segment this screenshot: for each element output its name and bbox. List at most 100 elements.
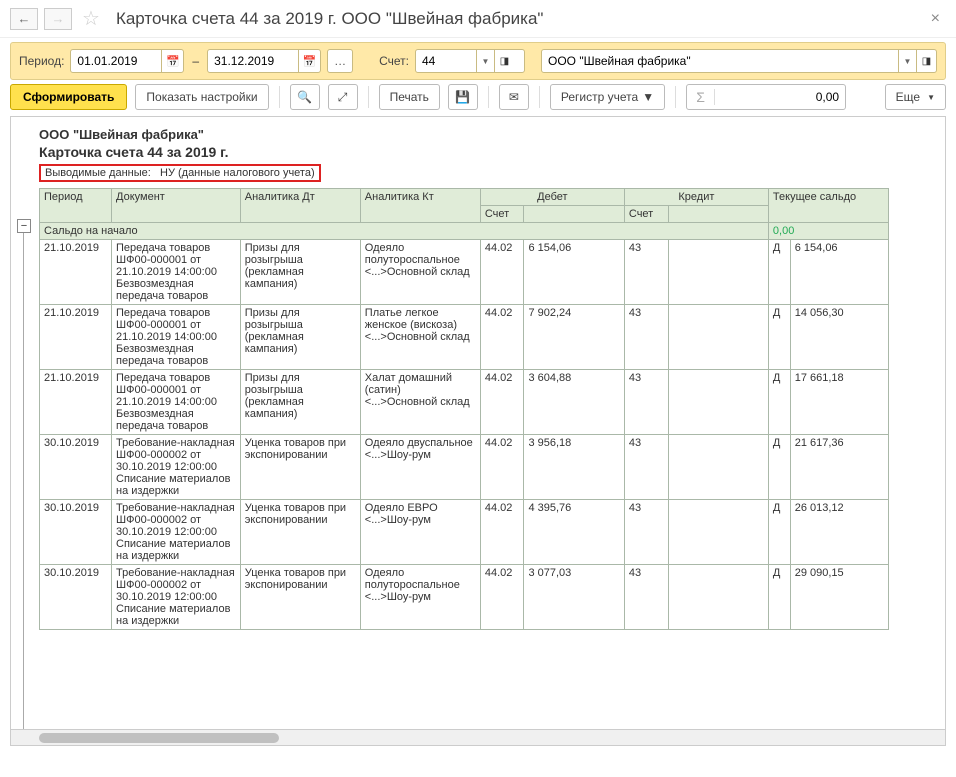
account-popup-button[interactable]: ◨ [494, 50, 514, 72]
cell-balance: 17 661,18 [790, 370, 888, 435]
cell-adt: Призы для розыгрыша (рекламная кампания) [240, 240, 360, 305]
chevron-down-icon: ▼ [642, 90, 654, 104]
report-org-name: ООО "Швейная фабрика" [39, 127, 945, 142]
expand-icon: ⤢ [338, 90, 348, 105]
cell-document: Передача товаров ШФ00-000001 от 21.10.20… [112, 240, 241, 305]
saldo-start-value: 0,00 [768, 223, 888, 240]
cell-adt: Призы для розыгрыша (рекламная кампания) [240, 370, 360, 435]
find-button[interactable]: 🔍 [290, 84, 320, 110]
cell-c-val [668, 305, 768, 370]
period-to: 📅 [207, 49, 321, 73]
cell-d-val: 3 956,18 [524, 435, 624, 500]
more-button[interactable]: Еще ▼ [885, 84, 946, 110]
org-input[interactable] [542, 54, 898, 68]
th-credit: Кредит [624, 189, 768, 206]
mail-icon: ✉ [509, 90, 519, 104]
th-d-empty [524, 206, 624, 223]
cell-d-val: 7 902,24 [524, 305, 624, 370]
cell-akt: Одеяло полутороспальное <...>Шоу-рум [360, 565, 480, 630]
cell-c-val [668, 370, 768, 435]
save-icon: 💾 [455, 90, 470, 104]
cell-balance: 21 617,36 [790, 435, 888, 500]
account-input[interactable] [416, 54, 476, 68]
cell-period: 21.10.2019 [40, 305, 112, 370]
th-d-acct: Счет [480, 206, 524, 223]
collapse-toggle[interactable]: − [17, 219, 31, 233]
cell-adt: Уценка товаров при экспонировании [240, 500, 360, 565]
table-row[interactable]: 30.10.2019Требование-накладная ШФ00-0000… [40, 500, 889, 565]
cell-c-acct: 43 [624, 565, 668, 630]
org-dropdown-icon[interactable]: ▼ [898, 50, 916, 72]
cell-balance: 6 154,06 [790, 240, 888, 305]
back-button[interactable]: ← [10, 8, 38, 30]
register-button[interactable]: Регистр учета ▼ [550, 84, 665, 110]
report-table: Период Документ Аналитика Дт Аналитика К… [39, 188, 889, 630]
period-from-input[interactable] [71, 54, 161, 68]
period-label: Период: [19, 54, 64, 68]
dash: – [192, 54, 199, 68]
cell-period: 21.10.2019 [40, 370, 112, 435]
output-label: Выводимые данные: [45, 167, 151, 179]
output-data-highlight: Выводимые данные: НУ (данные налогового … [39, 164, 321, 182]
cell-dc: Д [768, 565, 790, 630]
table-row[interactable]: 21.10.2019Передача товаров ШФ00-000001 о… [40, 240, 889, 305]
cell-c-acct: 43 [624, 500, 668, 565]
cell-period: 30.10.2019 [40, 435, 112, 500]
divider [675, 86, 676, 108]
table-row[interactable]: 30.10.2019Требование-накладная ШФ00-0000… [40, 435, 889, 500]
show-settings-button[interactable]: Показать настройки [135, 84, 268, 110]
th-debit: Дебет [480, 189, 624, 206]
cell-document: Требование-накладная ШФ00-000002 от 30.1… [112, 435, 241, 500]
cell-d-val: 6 154,06 [524, 240, 624, 305]
cell-d-val: 3 077,03 [524, 565, 624, 630]
cell-dc: Д [768, 240, 790, 305]
more-label: Еще [896, 90, 920, 104]
chevron-down-icon: ▼ [927, 93, 935, 102]
cell-period: 30.10.2019 [40, 500, 112, 565]
register-label: Регистр учета [561, 90, 638, 104]
th-akt: Аналитика Кт [360, 189, 480, 223]
expand-button[interactable]: ⤢ [328, 84, 358, 110]
report-content: − ООО "Швейная фабрика" Карточка счета 4… [11, 117, 945, 630]
cell-balance: 29 090,15 [790, 565, 888, 630]
favorite-star-icon[interactable]: ☆ [82, 6, 100, 31]
form-button[interactable]: Сформировать [10, 84, 127, 110]
table-row[interactable]: 21.10.2019Передача товаров ШФ00-000001 о… [40, 305, 889, 370]
scrollbar-thumb[interactable] [39, 733, 279, 743]
cell-dc: Д [768, 500, 790, 565]
calendar-from-icon[interactable]: 📅 [161, 50, 183, 72]
print-button[interactable]: Печать [379, 84, 440, 110]
th-c-empty [668, 206, 768, 223]
cell-c-val [668, 500, 768, 565]
horizontal-scrollbar[interactable] [11, 729, 945, 745]
cell-c-acct: 43 [624, 435, 668, 500]
account-label: Счет: [379, 54, 409, 68]
save-button[interactable]: 💾 [448, 84, 478, 110]
calendar-to-icon[interactable]: 📅 [298, 50, 320, 72]
search-icon: 🔍 [297, 90, 312, 104]
th-c-acct: Счет [624, 206, 668, 223]
cell-adt: Уценка товаров при экспонировании [240, 565, 360, 630]
th-adt: Аналитика Дт [240, 189, 360, 223]
cell-d-acct: 44.02 [480, 565, 524, 630]
cell-adt: Призы для розыгрыша (рекламная кампания) [240, 305, 360, 370]
cell-dc: Д [768, 370, 790, 435]
divider [539, 86, 540, 108]
cell-d-acct: 44.02 [480, 435, 524, 500]
period-from: 📅 [70, 49, 184, 73]
account-dropdown-icon[interactable]: ▼ [476, 50, 494, 72]
cell-c-val [668, 240, 768, 305]
period-to-input[interactable] [208, 54, 298, 68]
period-ellipsis-button[interactable]: … [327, 49, 353, 73]
divider [279, 86, 280, 108]
email-button[interactable]: ✉ [499, 84, 529, 110]
close-button[interactable]: × [925, 10, 946, 28]
cell-d-acct: 44.02 [480, 240, 524, 305]
forward-button[interactable]: → [44, 8, 72, 30]
cell-d-acct: 44.02 [480, 305, 524, 370]
cell-c-val [668, 435, 768, 500]
table-row[interactable]: 21.10.2019Передача товаров ШФ00-000001 о… [40, 370, 889, 435]
sum-input[interactable] [715, 90, 845, 104]
org-popup-button[interactable]: ◨ [916, 50, 936, 72]
table-row[interactable]: 30.10.2019Требование-накладная ШФ00-0000… [40, 565, 889, 630]
